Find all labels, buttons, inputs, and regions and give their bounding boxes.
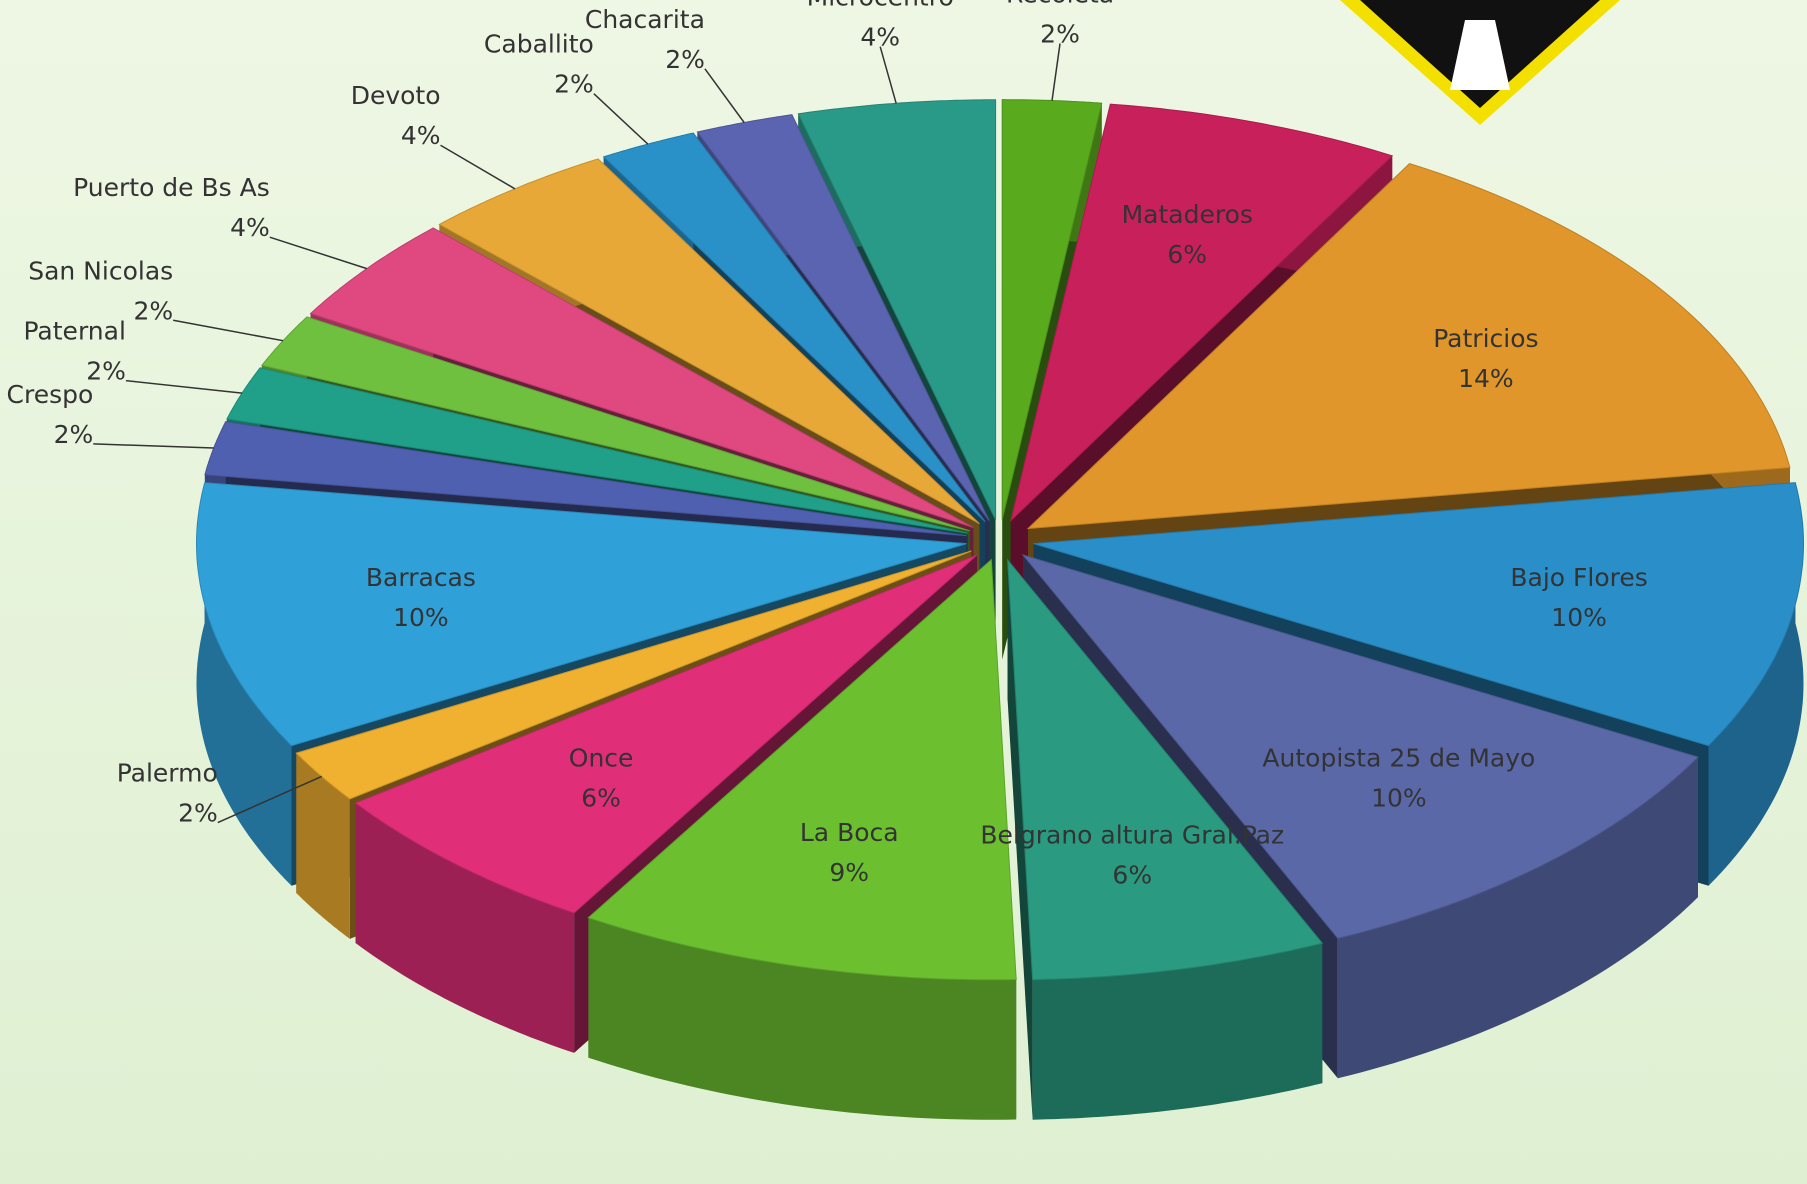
leader-line	[704, 68, 745, 123]
leader-line	[440, 144, 516, 190]
slice-label: Belgrano altura Gral.Paz	[980, 821, 1284, 850]
value-label: 14%	[1458, 364, 1514, 393]
slice-label: Caballito	[484, 30, 594, 59]
value-label: 2%	[86, 357, 126, 386]
slice-wall	[588, 917, 1017, 1120]
leader-line	[593, 93, 649, 145]
slice-label: Chacarita	[585, 5, 705, 34]
value-label: 9%	[829, 858, 869, 887]
slice-top	[1026, 163, 1791, 530]
slice-top	[1007, 558, 1324, 981]
logo	[1340, 0, 1620, 125]
slice-label: La Boca	[800, 818, 899, 847]
slice-top	[204, 421, 967, 537]
slice-label: Bajo Flores	[1510, 563, 1647, 592]
value-label: 6%	[1167, 240, 1207, 269]
slice-label: Barracas	[366, 563, 476, 592]
leader-line	[173, 319, 284, 342]
slice-label: Puerto de Bs As	[73, 173, 270, 202]
slice-label: Patricios	[1433, 324, 1538, 353]
value-label: 10%	[1371, 783, 1427, 812]
value-label: 10%	[1551, 603, 1607, 632]
slice-top	[354, 554, 978, 914]
slice-top	[438, 158, 980, 525]
slice-wall	[355, 803, 575, 1053]
slice-wall	[196, 482, 292, 886]
value-label: 4%	[860, 23, 900, 52]
slice-label: Devoto	[351, 81, 441, 110]
slice	[587, 558, 1017, 1120]
slice-side	[1007, 559, 1033, 1120]
value-label: 4%	[401, 121, 441, 150]
leader-line	[1051, 43, 1061, 101]
value-label: 2%	[178, 799, 218, 828]
leader-line	[879, 46, 897, 104]
slice-label: Mataderos	[1122, 200, 1253, 229]
slice-label: Palermo	[117, 759, 218, 788]
slice	[1007, 558, 1324, 1120]
slice-label: San Nicolas	[28, 256, 173, 285]
slice-top	[587, 558, 1017, 981]
slice-label: Recoleta	[1006, 0, 1114, 8]
value-label: 4%	[230, 213, 270, 242]
value-label: 2%	[1040, 19, 1080, 48]
value-label: 2%	[554, 70, 594, 99]
leader-line	[269, 236, 368, 270]
slice-top	[1021, 554, 1699, 939]
leader-line	[125, 379, 243, 394]
leader-line	[217, 775, 323, 824]
slice-label: Villa Crespo	[0, 380, 93, 409]
pie: Recoleta 2% Mataderos 6% Patricios 14% Bajo Fl…	[0, 0, 1805, 1120]
slice-top	[1009, 103, 1394, 523]
value-label: 2%	[54, 420, 94, 449]
slice-wall	[1337, 757, 1698, 1079]
value-label: 6%	[581, 783, 621, 812]
slice-label: Autopista 25 de Mayo	[1262, 743, 1535, 772]
slice-top	[195, 482, 967, 747]
value-label: 2%	[134, 296, 174, 325]
slice-top	[309, 227, 974, 528]
slice-label: Microcentro	[807, 0, 954, 12]
slice-top	[1033, 482, 1805, 747]
leader-line	[93, 443, 214, 449]
slice-label: Paternal	[23, 317, 125, 346]
slice-top	[797, 99, 997, 521]
value-label: 6%	[1112, 861, 1152, 890]
slice-wall	[296, 753, 350, 939]
value-label: 10%	[393, 603, 449, 632]
slice-wall	[1032, 943, 1323, 1120]
value-label: 2%	[665, 45, 705, 74]
slice-label: Once	[569, 743, 634, 772]
slice-wall	[1708, 482, 1804, 886]
